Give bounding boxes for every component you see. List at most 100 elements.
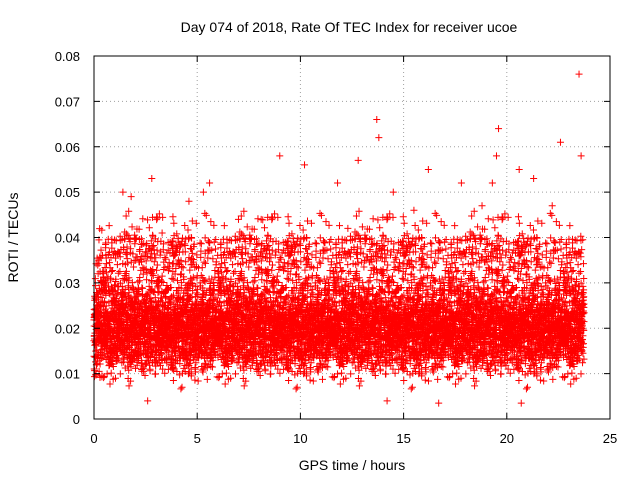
data-point [198,264,206,272]
data-point [222,267,230,275]
data-point [166,264,174,272]
data-point [324,255,332,263]
data-point [147,237,155,245]
data-point [108,354,116,362]
data-point [161,263,169,271]
data-point [179,264,187,272]
data-point [158,272,166,280]
data-point [169,275,177,283]
data-point [178,263,186,271]
data-point [105,259,113,267]
data-point [311,239,319,247]
data-point [99,267,107,275]
data-point [173,230,181,238]
data-point [344,261,352,269]
data-point [135,225,143,233]
data-point [317,211,325,219]
data-point [127,245,135,253]
data-point [296,222,304,230]
data-point [306,376,314,384]
data-point [153,246,161,254]
data-point [325,221,333,229]
data-point [212,245,220,253]
data-point [155,210,163,218]
data-point [124,231,132,239]
data-point [247,364,255,372]
data-point [130,263,138,271]
data-point [157,277,165,285]
data-point [208,246,216,254]
data-point [125,274,133,282]
data-point [116,279,124,287]
data-point [159,279,167,287]
data-point [107,369,115,377]
data-point [94,261,102,269]
data-point [161,355,169,363]
data-point [143,239,151,247]
data-point [304,249,312,257]
data-point [97,354,105,362]
data-point [163,282,171,290]
data-point [116,370,124,378]
data-point [209,255,217,263]
data-point [323,246,331,254]
data-point [253,284,261,292]
data-point [176,360,184,368]
chart-title: Day 074 of 2018, Rate Of TEC Index for r… [181,19,518,35]
data-point [154,289,162,297]
data-point [126,330,134,338]
data-point [181,242,189,250]
data-point [153,261,161,269]
data-point [116,253,124,261]
data-point [336,380,344,388]
data-point [98,346,106,354]
data-point [229,261,237,269]
data-point [338,369,346,377]
data-point [137,235,145,243]
data-point [105,290,113,298]
data-point [129,250,137,258]
data-point [123,243,131,251]
data-point [169,237,177,245]
data-point [153,214,161,222]
data-point [347,236,355,244]
data-point [177,257,185,265]
data-point [102,239,110,247]
data-point [269,261,277,269]
data-point [133,358,141,366]
data-point [139,270,147,278]
data-point [171,270,179,278]
data-point [200,258,208,266]
data-point [178,234,186,242]
data-point [146,326,154,334]
data-point [109,362,117,370]
data-point [181,222,189,230]
data-point [327,245,335,253]
data-point [296,242,304,250]
data-point [107,267,115,275]
data-point [173,277,181,285]
data-point [209,278,217,286]
data-point [152,254,160,262]
data-point [119,274,127,282]
data-point [215,374,223,382]
data-point [147,353,155,361]
data-point [144,216,152,224]
data-point [148,270,156,278]
data-point [125,366,133,374]
data-point [309,377,317,385]
data-point [122,250,130,258]
data-point [152,370,160,378]
data-point [285,376,293,384]
data-point [249,278,257,286]
data-point [316,234,324,242]
data-point [95,259,103,267]
data-point [207,218,215,226]
data-point [128,223,136,231]
data-point [211,266,219,274]
data-point [102,260,110,268]
data-point [132,364,140,372]
data-point [313,264,321,272]
data-point [164,246,172,254]
